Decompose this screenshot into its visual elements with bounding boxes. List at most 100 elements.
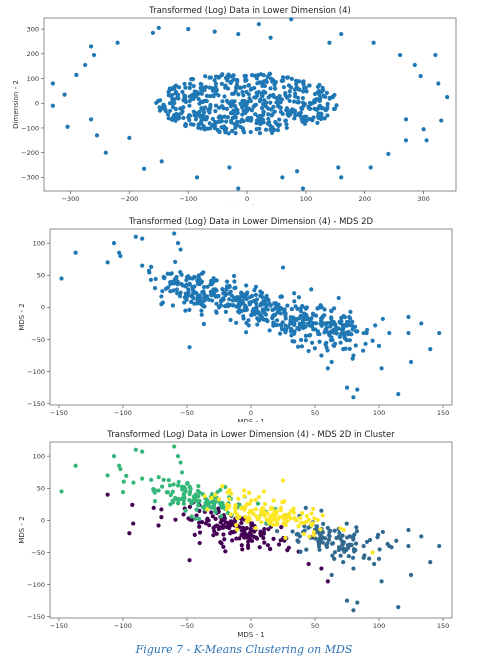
data-point [234, 511, 239, 517]
data-point [376, 343, 382, 349]
data-point [348, 309, 353, 314]
data-point [300, 95, 306, 101]
data-point [428, 347, 433, 352]
x-tick-label: −100 [114, 622, 132, 630]
data-point [168, 502, 173, 507]
data-point [270, 506, 275, 511]
data-point [196, 520, 202, 525]
data-point [175, 454, 181, 459]
data-point [256, 72, 261, 78]
data-point [376, 556, 382, 562]
y-tick-label: 50 [37, 485, 45, 493]
data-point [362, 553, 367, 558]
data-point [203, 126, 208, 132]
data-point [233, 285, 238, 290]
data-point [363, 341, 368, 346]
data-point [252, 103, 257, 108]
data-point [249, 521, 255, 526]
data-point [156, 523, 161, 528]
data-point [240, 547, 245, 552]
data-point [286, 511, 291, 516]
data-point [312, 516, 317, 521]
y-tick-label: −100 [27, 581, 45, 589]
data-point [196, 96, 201, 101]
data-point [329, 319, 335, 324]
data-point [203, 521, 208, 526]
data-point [236, 496, 241, 501]
data-point [254, 301, 259, 306]
data-point [177, 115, 182, 120]
data-point [394, 538, 399, 543]
data-point [344, 521, 349, 526]
data-point [346, 554, 351, 559]
mds-cluster-scatter-chart: Transformed (Log) Data in Lower Dimensio… [18, 430, 453, 639]
data-point [371, 40, 376, 45]
data-point [118, 466, 123, 472]
data-point [191, 296, 196, 301]
data-point [163, 108, 168, 114]
data-point [234, 304, 239, 309]
data-point [169, 101, 174, 106]
data-point [240, 89, 245, 95]
data-point [270, 307, 275, 313]
data-point [212, 29, 217, 34]
dimension-scatter-chart: Transformed (Log) Data in Lower Dimensio… [12, 6, 457, 205]
data-point [300, 100, 306, 105]
data-point [245, 99, 250, 105]
data-point [186, 27, 191, 32]
data-point [244, 105, 249, 110]
data-point [206, 523, 212, 528]
data-point [257, 131, 263, 136]
data-point [167, 483, 173, 488]
data-point [152, 490, 157, 495]
data-point [133, 447, 138, 452]
data-point [319, 323, 324, 328]
x-tick-label: 0 [249, 409, 253, 417]
data-point [277, 105, 282, 110]
data-point [178, 290, 183, 295]
data-point [219, 514, 224, 519]
data-point [307, 83, 312, 88]
chart-title: Transformed (Log) Data in Lower Dimensio… [128, 217, 374, 227]
data-point [347, 346, 352, 352]
chart-title: Transformed (Log) Data in Lower Dimensio… [148, 6, 351, 16]
data-point [199, 82, 204, 87]
data-point [319, 508, 324, 513]
data-point [286, 545, 291, 550]
data-point [266, 116, 271, 121]
data-point [291, 315, 296, 320]
data-point [325, 525, 330, 531]
data-point [296, 539, 301, 544]
data-point [214, 278, 219, 283]
data-point [346, 332, 351, 337]
data-point [248, 129, 253, 135]
data-point [187, 282, 192, 287]
data-point [273, 512, 279, 517]
data-point [208, 126, 213, 131]
data-point [303, 333, 308, 338]
data-point [167, 108, 173, 113]
y-tick-label: −300 [21, 174, 39, 182]
data-point [153, 276, 158, 282]
data-point [223, 520, 228, 525]
data-point [179, 470, 185, 475]
data-point [304, 547, 309, 552]
data-point [189, 299, 194, 305]
data-point [120, 490, 126, 495]
data-point [338, 331, 344, 336]
data-point [213, 516, 218, 522]
data-point [236, 92, 241, 97]
data-point [244, 525, 249, 531]
data-point [218, 540, 223, 545]
data-point [254, 514, 259, 519]
data-point [302, 85, 307, 90]
data-point [228, 519, 234, 524]
data-point [236, 186, 241, 191]
data-point [327, 529, 332, 534]
data-point [173, 259, 178, 264]
data-point [198, 296, 203, 301]
data-point [380, 316, 385, 322]
data-point [299, 305, 304, 310]
y-tick-label: −50 [31, 549, 45, 557]
data-point [351, 608, 356, 613]
